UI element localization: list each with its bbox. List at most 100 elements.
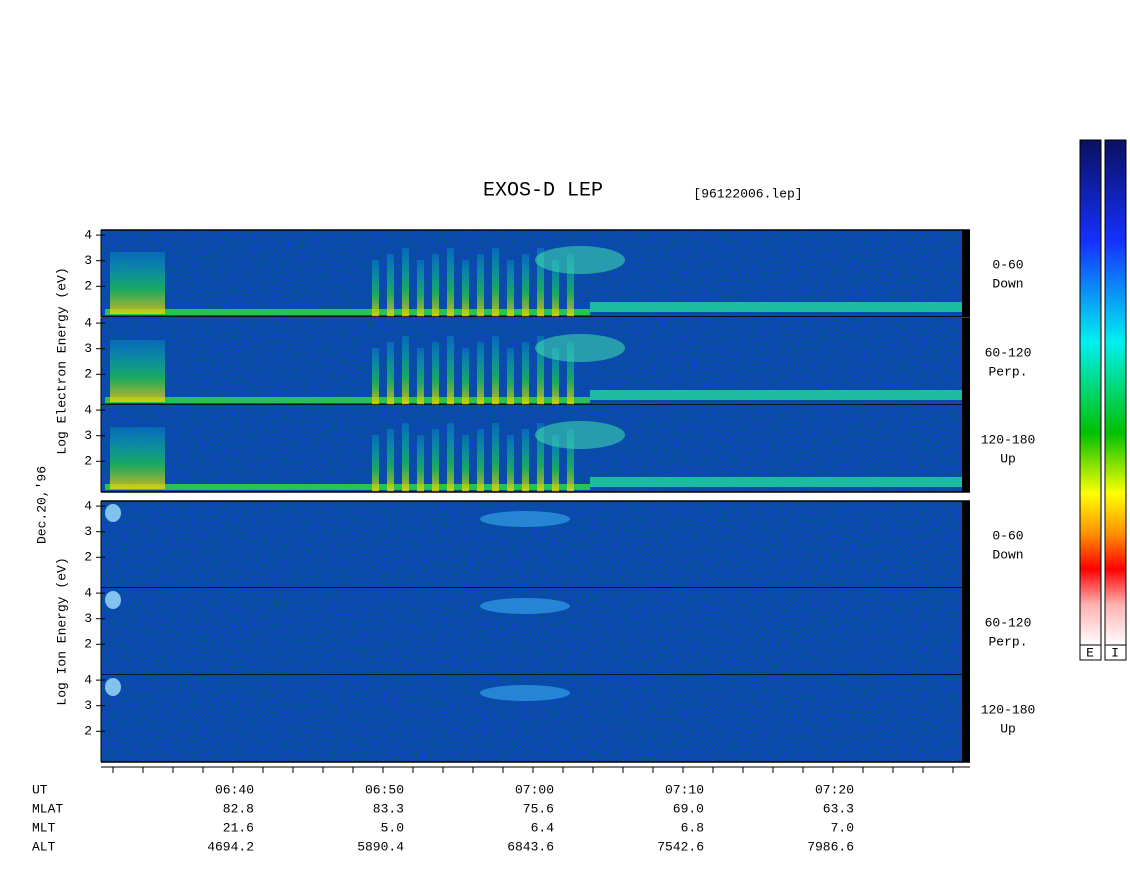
ephemeris-value: 5890.4 xyxy=(357,839,404,854)
burst xyxy=(447,336,454,405)
burst xyxy=(462,260,469,317)
ephemeris-name: MLAT xyxy=(32,801,63,816)
panel-label: 0-60 xyxy=(992,528,1023,543)
ephemeris-value: 5.0 xyxy=(381,820,404,835)
y-tick-label: 2 xyxy=(84,637,92,652)
burst xyxy=(537,336,544,405)
burst xyxy=(567,429,574,492)
y-tick-label: 3 xyxy=(84,253,92,268)
burst xyxy=(477,429,484,492)
burst xyxy=(417,435,424,492)
y-tick-label: 2 xyxy=(84,367,92,382)
burst xyxy=(522,342,529,405)
burst xyxy=(477,254,484,317)
panel-label: 60-120 xyxy=(985,345,1032,360)
burst xyxy=(552,348,559,405)
ephemeris-value: 75.6 xyxy=(523,801,554,816)
burst xyxy=(477,342,484,405)
burst xyxy=(535,421,625,449)
colorbar xyxy=(1104,139,1127,646)
y-tick-label: 2 xyxy=(84,724,92,739)
burst xyxy=(105,504,121,522)
burst xyxy=(110,340,165,402)
burst xyxy=(417,260,424,317)
y-tick-label: 3 xyxy=(84,428,92,443)
burst xyxy=(522,254,529,317)
burst xyxy=(432,342,439,405)
y-tick-label: 3 xyxy=(84,341,92,356)
burst xyxy=(480,598,570,614)
burst xyxy=(402,423,409,492)
y-tick-label: 4 xyxy=(84,403,92,418)
burst xyxy=(492,336,499,405)
panel-label: Down xyxy=(992,276,1023,291)
panel-label: 0-60 xyxy=(992,257,1023,272)
y-tick-label: 2 xyxy=(84,454,92,469)
burst xyxy=(567,254,574,317)
flux-band xyxy=(590,302,962,312)
burst xyxy=(535,334,625,362)
y-axis-label: Log Ion Energy (eV) xyxy=(54,557,69,705)
burst xyxy=(537,248,544,317)
ephemeris-value: 07:00 xyxy=(515,782,554,797)
ephemeris-value: 06:50 xyxy=(365,782,404,797)
panel-label: Down xyxy=(992,547,1023,562)
ephemeris-value: 6843.6 xyxy=(507,839,554,854)
frame-edge xyxy=(962,318,970,405)
ephemeris-name: UT xyxy=(32,782,48,797)
burst xyxy=(462,348,469,405)
burst xyxy=(387,342,394,405)
colorbar-label-box xyxy=(1079,644,1102,661)
burst xyxy=(462,435,469,492)
frame-edge xyxy=(962,230,970,317)
y-tick-label: 3 xyxy=(84,524,92,539)
y-tick-label: 4 xyxy=(84,228,92,243)
panel-label: Perp. xyxy=(988,634,1027,649)
panel-label: 120-180 xyxy=(981,702,1036,717)
y-tick-label: 4 xyxy=(84,316,92,331)
flux-band xyxy=(590,477,962,487)
flux-band xyxy=(105,309,590,315)
frame-edge xyxy=(962,405,970,492)
colorbar-label: E xyxy=(1086,645,1094,660)
burst xyxy=(402,336,409,405)
ephemeris-value: 21.6 xyxy=(223,820,254,835)
ephemeris-value: 07:20 xyxy=(815,782,854,797)
ephemeris-value: 83.3 xyxy=(373,801,404,816)
burst xyxy=(105,678,121,696)
burst xyxy=(432,254,439,317)
panel-label: Up xyxy=(1000,451,1016,466)
colorbar xyxy=(1079,139,1102,646)
burst xyxy=(402,248,409,317)
y-tick-label: 4 xyxy=(84,586,92,601)
burst xyxy=(110,427,165,489)
burst xyxy=(537,423,544,492)
ephemeris-value: 6.4 xyxy=(531,820,555,835)
ephemeris-value: 4694.2 xyxy=(207,839,254,854)
burst xyxy=(522,429,529,492)
burst xyxy=(492,423,499,492)
burst xyxy=(447,248,454,317)
flux-band xyxy=(105,397,590,403)
ephemeris-name: ALT xyxy=(32,839,56,854)
burst xyxy=(492,248,499,317)
panel-label: 60-120 xyxy=(985,615,1032,630)
ephemeris-value: 82.8 xyxy=(223,801,254,816)
flux-band xyxy=(590,390,962,400)
frame-edge xyxy=(962,588,970,675)
y-tick-label: 3 xyxy=(84,698,92,713)
flux-band xyxy=(105,484,590,490)
file-name: [96122006.lep] xyxy=(693,186,802,201)
ephemeris-value: 7542.6 xyxy=(657,839,704,854)
burst xyxy=(507,348,514,405)
ephemeris-value: 7986.6 xyxy=(807,839,854,854)
y-tick-label: 2 xyxy=(84,550,92,565)
burst xyxy=(110,252,165,314)
date-label: Dec.20,'96 xyxy=(34,466,49,544)
y-tick-label: 2 xyxy=(84,279,92,294)
ephemeris-name: MLT xyxy=(32,820,56,835)
burst xyxy=(552,260,559,317)
y-tick-label: 4 xyxy=(84,673,92,688)
ephemeris-value: 07:10 xyxy=(665,782,704,797)
